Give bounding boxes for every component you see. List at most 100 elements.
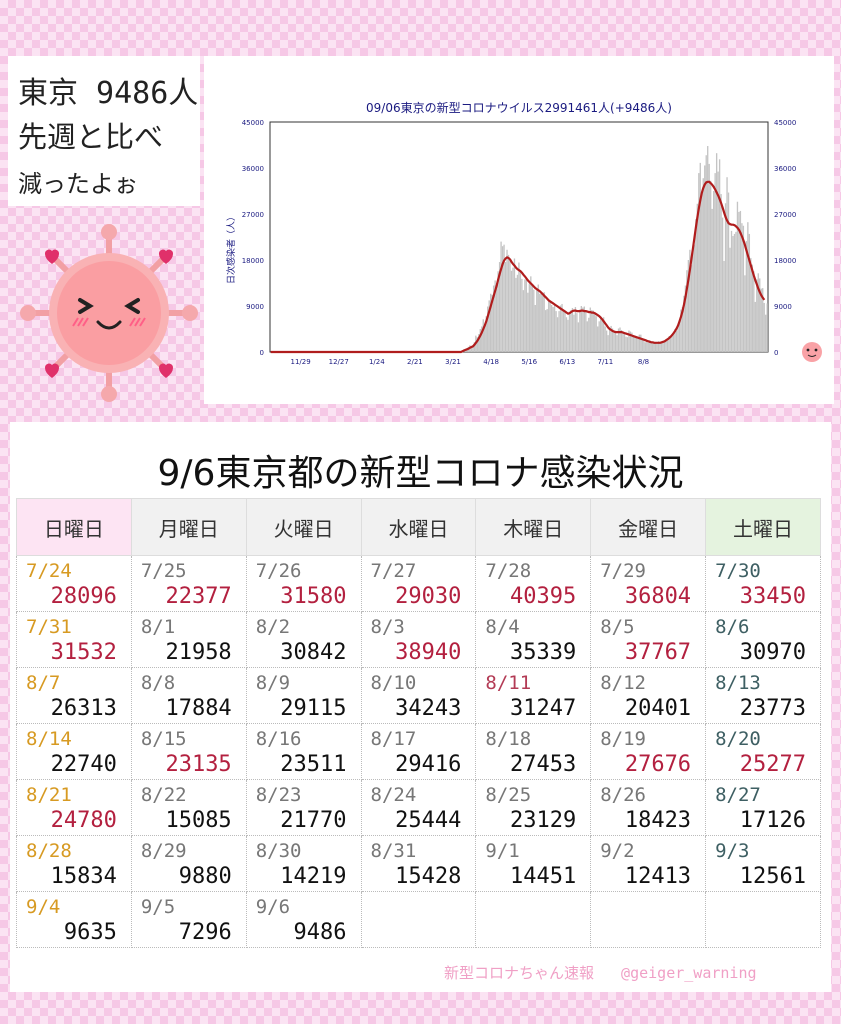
bar-mark	[680, 309, 682, 352]
bar-mark	[490, 293, 492, 352]
day-cell: 8/21 24780	[16, 779, 132, 836]
bar-mark	[723, 261, 725, 352]
day-case-count: 29030	[395, 584, 462, 609]
day-cell: 8/31 15428	[360, 835, 477, 892]
bar-mark	[506, 249, 508, 352]
y-tick-label-right: 9000	[774, 303, 792, 311]
bar-mark	[675, 331, 678, 352]
day-cell: 9/5 7296	[130, 891, 247, 948]
bar-mark	[543, 292, 545, 352]
y-tick-label-left: 9000	[246, 303, 264, 311]
bar-mark	[583, 306, 586, 352]
bar-mark	[671, 334, 673, 352]
bar-mark	[641, 339, 643, 352]
bar-mark	[747, 222, 749, 352]
bubble-line-2: 先週と比べ	[18, 120, 164, 154]
weekday-header: 土曜日	[705, 498, 821, 556]
week-row: 8/14 22740 8/15 23135 8/16 23511 8/17 29416 8/18…	[16, 723, 821, 780]
day-date: 8/22	[140, 784, 187, 806]
bar-mark	[500, 241, 502, 352]
bar-mark	[710, 180, 712, 352]
bar-mark	[693, 244, 696, 352]
bar-mark	[753, 271, 755, 352]
day-cell: 8/25 23129	[475, 779, 592, 836]
bar-mark	[650, 341, 652, 352]
bar-mark	[513, 258, 516, 352]
day-case-count: 21770	[280, 808, 347, 833]
day-date: 8/26	[600, 784, 646, 806]
bar-mark	[598, 321, 600, 352]
day-case-count: 14219	[280, 864, 347, 889]
bar-mark	[681, 307, 684, 352]
day-cell: 7/28 40395	[475, 555, 592, 612]
day-date: 7/27	[370, 560, 417, 582]
bar-mark	[617, 328, 620, 352]
week-row: 7/24 28096 7/25 22377 7/26 31580 7/27 29030 7/28…	[16, 555, 821, 612]
day-case-count: 23129	[509, 808, 577, 833]
y-tick-label-right: 45000	[774, 119, 796, 127]
x-tick-label: 4/18	[483, 358, 499, 366]
bar-mark	[547, 298, 550, 352]
bar-mark	[534, 304, 536, 352]
day-case-count: 9880	[178, 864, 232, 889]
bar-mark	[625, 336, 627, 352]
day-date: 8/31	[370, 840, 417, 862]
x-tick-label: 5/16	[521, 358, 537, 366]
bar-mark	[594, 313, 596, 352]
day-date: 8/21	[26, 784, 72, 806]
day-cell	[705, 891, 821, 948]
day-cell: 7/24 28096	[16, 555, 132, 612]
day-date: 8/4	[485, 616, 520, 638]
day-case-count: 28096	[50, 584, 117, 609]
weekly-case-table: 日曜日 月曜日 火曜日 水曜日 木曜日 金曜日 土曜日 7/24 28096 7/25 22377…	[16, 498, 821, 948]
bar-mark	[604, 326, 606, 352]
day-case-count: 31247	[509, 696, 577, 721]
day-date: 7/29	[600, 560, 646, 582]
day-cell: 9/2 12413	[590, 835, 707, 892]
day-case-count: 15085	[165, 808, 232, 833]
bar-mark	[492, 285, 495, 352]
bar-mark	[488, 300, 490, 352]
day-cell: 8/4 35339	[475, 611, 592, 668]
mini-virus-icon	[802, 342, 822, 362]
credit-handle: @geiger_warning	[621, 964, 757, 982]
week-row: 8/21 24780 8/22 15085 8/23 21770 8/24 25444 8/25…	[16, 779, 821, 836]
day-case-count: 17884	[165, 696, 232, 721]
bar-mark	[628, 330, 630, 352]
day-case-count: 29115	[280, 696, 347, 721]
day-date: 8/10	[370, 672, 417, 694]
bar-mark	[666, 340, 669, 352]
bar-mark	[591, 310, 593, 352]
bar-mark	[608, 329, 611, 352]
bar-mark	[626, 337, 629, 352]
bar-mark	[689, 249, 691, 352]
day-date: 8/9	[255, 672, 291, 694]
bar-mark	[585, 311, 587, 352]
day-date: 8/6	[715, 616, 750, 638]
y-tick-label-right: 36000	[774, 165, 796, 173]
day-cell: 8/26 18423	[590, 779, 707, 836]
day-cell: 8/18 27453	[475, 723, 592, 780]
bar-mark	[657, 341, 660, 352]
bar-mark	[711, 208, 713, 352]
bar-mark	[616, 335, 618, 352]
day-date: 7/28	[485, 560, 532, 582]
day-cell: 8/1 21958	[130, 611, 247, 668]
day-case-count: 9635	[63, 920, 117, 945]
day-case-count: 40395	[509, 584, 577, 609]
bar-mark	[623, 333, 626, 352]
credit-name: 新型コロナちゃん速報	[444, 964, 595, 982]
day-cell	[590, 891, 707, 948]
y-tick-label-left: 0	[260, 349, 264, 357]
bar-mark	[619, 327, 621, 352]
bar-mark	[683, 295, 685, 352]
weekday-header: 日曜日	[16, 498, 132, 556]
bar-mark	[497, 271, 499, 352]
bar-mark	[519, 270, 522, 352]
bar-mark	[718, 159, 721, 352]
bar-mark	[580, 306, 583, 352]
average-line	[270, 180, 766, 354]
bar-mark	[708, 163, 710, 352]
day-date: 8/30	[255, 840, 302, 862]
bar-mark	[510, 270, 513, 352]
